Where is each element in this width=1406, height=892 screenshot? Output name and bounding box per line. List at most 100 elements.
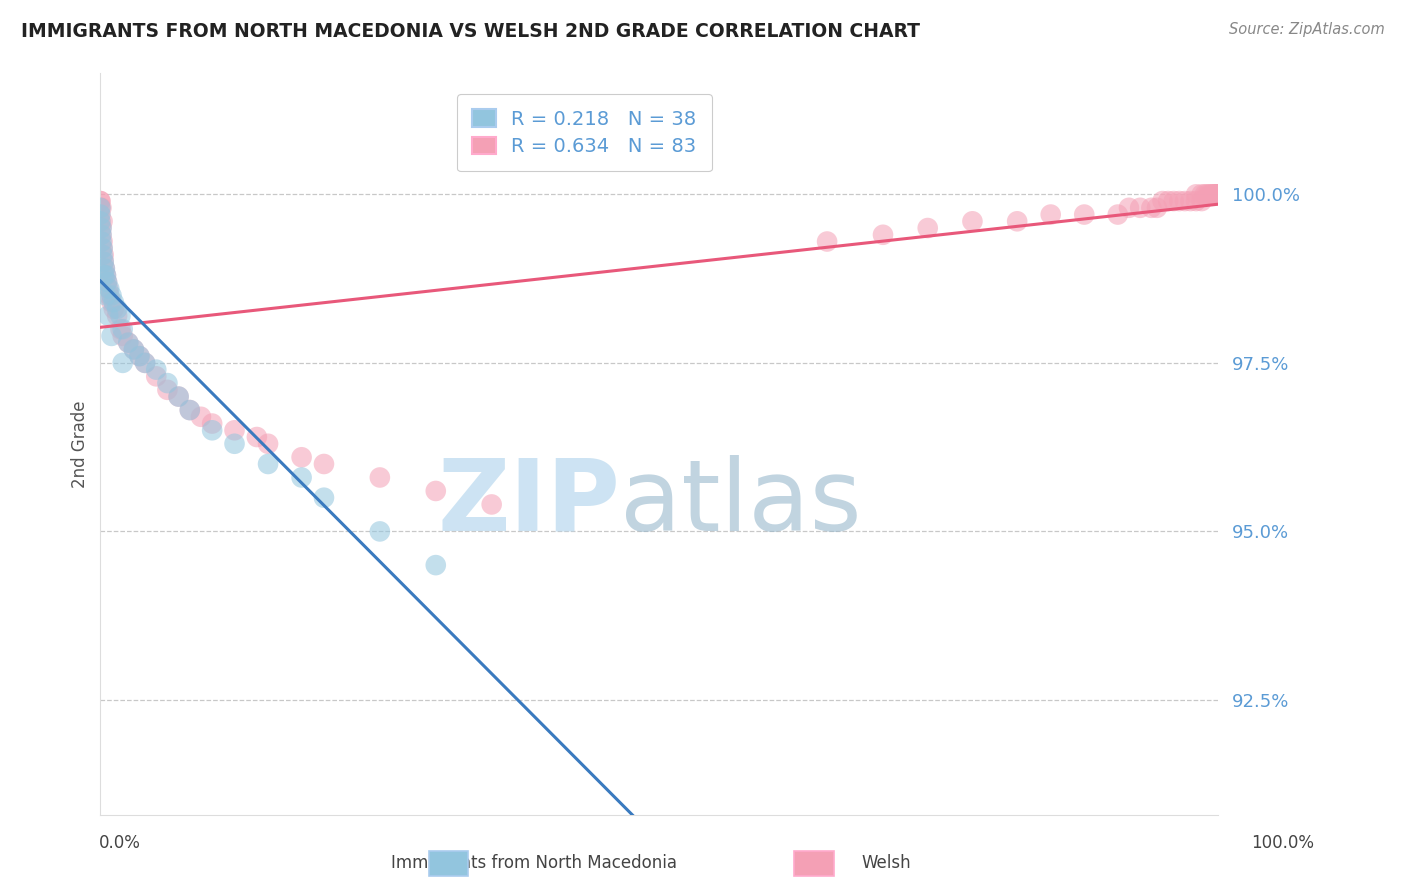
Point xyxy=(89,214,111,228)
Point xyxy=(190,409,212,424)
Point xyxy=(96,275,118,289)
Point xyxy=(1208,187,1230,202)
Point xyxy=(1208,187,1230,202)
Point xyxy=(1129,201,1152,215)
Point xyxy=(1185,194,1208,208)
Point xyxy=(201,423,224,437)
Point xyxy=(93,254,115,268)
Point xyxy=(1208,187,1230,202)
Point xyxy=(105,301,128,316)
Point xyxy=(179,403,201,417)
Point xyxy=(89,201,111,215)
Point xyxy=(1107,208,1129,222)
Point xyxy=(1208,187,1230,202)
Point xyxy=(1208,187,1230,202)
Point xyxy=(1168,194,1191,208)
Point xyxy=(94,261,117,276)
Point xyxy=(291,450,314,465)
Point xyxy=(134,356,156,370)
Point xyxy=(368,470,391,484)
Point xyxy=(1197,187,1219,202)
Point xyxy=(312,491,335,505)
Point xyxy=(1185,187,1208,202)
Point xyxy=(1202,187,1225,202)
Point xyxy=(1191,187,1213,202)
Point xyxy=(224,437,246,451)
Point xyxy=(89,194,111,208)
Point xyxy=(89,208,111,222)
Point xyxy=(90,221,112,235)
Point xyxy=(257,437,280,451)
Point xyxy=(134,356,156,370)
Point xyxy=(1118,201,1140,215)
Point xyxy=(167,390,190,404)
Point xyxy=(1198,187,1220,202)
Point xyxy=(1208,187,1230,202)
Point xyxy=(1205,187,1227,202)
Legend: R = 0.218   N = 38, R = 0.634   N = 83: R = 0.218 N = 38, R = 0.634 N = 83 xyxy=(457,94,711,171)
Point xyxy=(179,403,201,417)
Point xyxy=(110,322,132,336)
Point xyxy=(100,295,122,310)
Point xyxy=(1208,187,1230,202)
Point xyxy=(1201,187,1223,202)
Point xyxy=(1208,187,1230,202)
Point xyxy=(91,241,114,255)
Point xyxy=(110,309,132,323)
Point xyxy=(1157,194,1180,208)
Text: 100.0%: 100.0% xyxy=(1251,834,1315,852)
Point xyxy=(145,362,167,376)
Point xyxy=(1208,187,1230,202)
Point xyxy=(1208,187,1230,202)
Point xyxy=(89,214,111,228)
Point xyxy=(90,227,112,242)
Point xyxy=(1206,187,1229,202)
Point xyxy=(1191,194,1213,208)
Point xyxy=(1202,187,1225,202)
Point xyxy=(122,343,145,357)
Point xyxy=(257,457,280,471)
Point xyxy=(98,288,121,302)
Point xyxy=(100,329,122,343)
Text: atlas: atlas xyxy=(620,455,862,551)
Point xyxy=(93,254,115,268)
Point xyxy=(156,376,179,390)
Point xyxy=(917,221,939,235)
Point xyxy=(962,214,984,228)
Point xyxy=(167,390,190,404)
Point xyxy=(91,235,114,249)
Point xyxy=(145,369,167,384)
Point xyxy=(90,201,112,215)
Point xyxy=(94,268,117,283)
Point xyxy=(1163,194,1185,208)
Point xyxy=(111,322,134,336)
Point xyxy=(117,335,139,350)
Point xyxy=(89,201,111,215)
Point xyxy=(1005,214,1028,228)
Point xyxy=(91,214,114,228)
Point xyxy=(246,430,269,444)
Text: Welsh: Welsh xyxy=(860,854,911,871)
Point xyxy=(128,349,150,363)
Point xyxy=(1140,201,1163,215)
Point xyxy=(291,470,314,484)
Point xyxy=(97,282,120,296)
Point xyxy=(1174,194,1197,208)
Point xyxy=(93,268,115,283)
Point xyxy=(97,309,120,323)
Point xyxy=(1180,194,1202,208)
Point xyxy=(1204,187,1226,202)
Point xyxy=(425,558,447,573)
Point xyxy=(122,343,145,357)
Text: 0.0%: 0.0% xyxy=(98,834,141,852)
Point xyxy=(94,261,117,276)
Point xyxy=(224,423,246,437)
Point xyxy=(201,417,224,431)
Text: Source: ZipAtlas.com: Source: ZipAtlas.com xyxy=(1229,22,1385,37)
Text: IMMIGRANTS FROM NORTH MACEDONIA VS WELSH 2ND GRADE CORRELATION CHART: IMMIGRANTS FROM NORTH MACEDONIA VS WELSH… xyxy=(21,22,920,41)
Point xyxy=(94,288,117,302)
Point xyxy=(111,356,134,370)
Point xyxy=(94,268,117,283)
Point xyxy=(100,288,122,302)
Point xyxy=(90,227,112,242)
